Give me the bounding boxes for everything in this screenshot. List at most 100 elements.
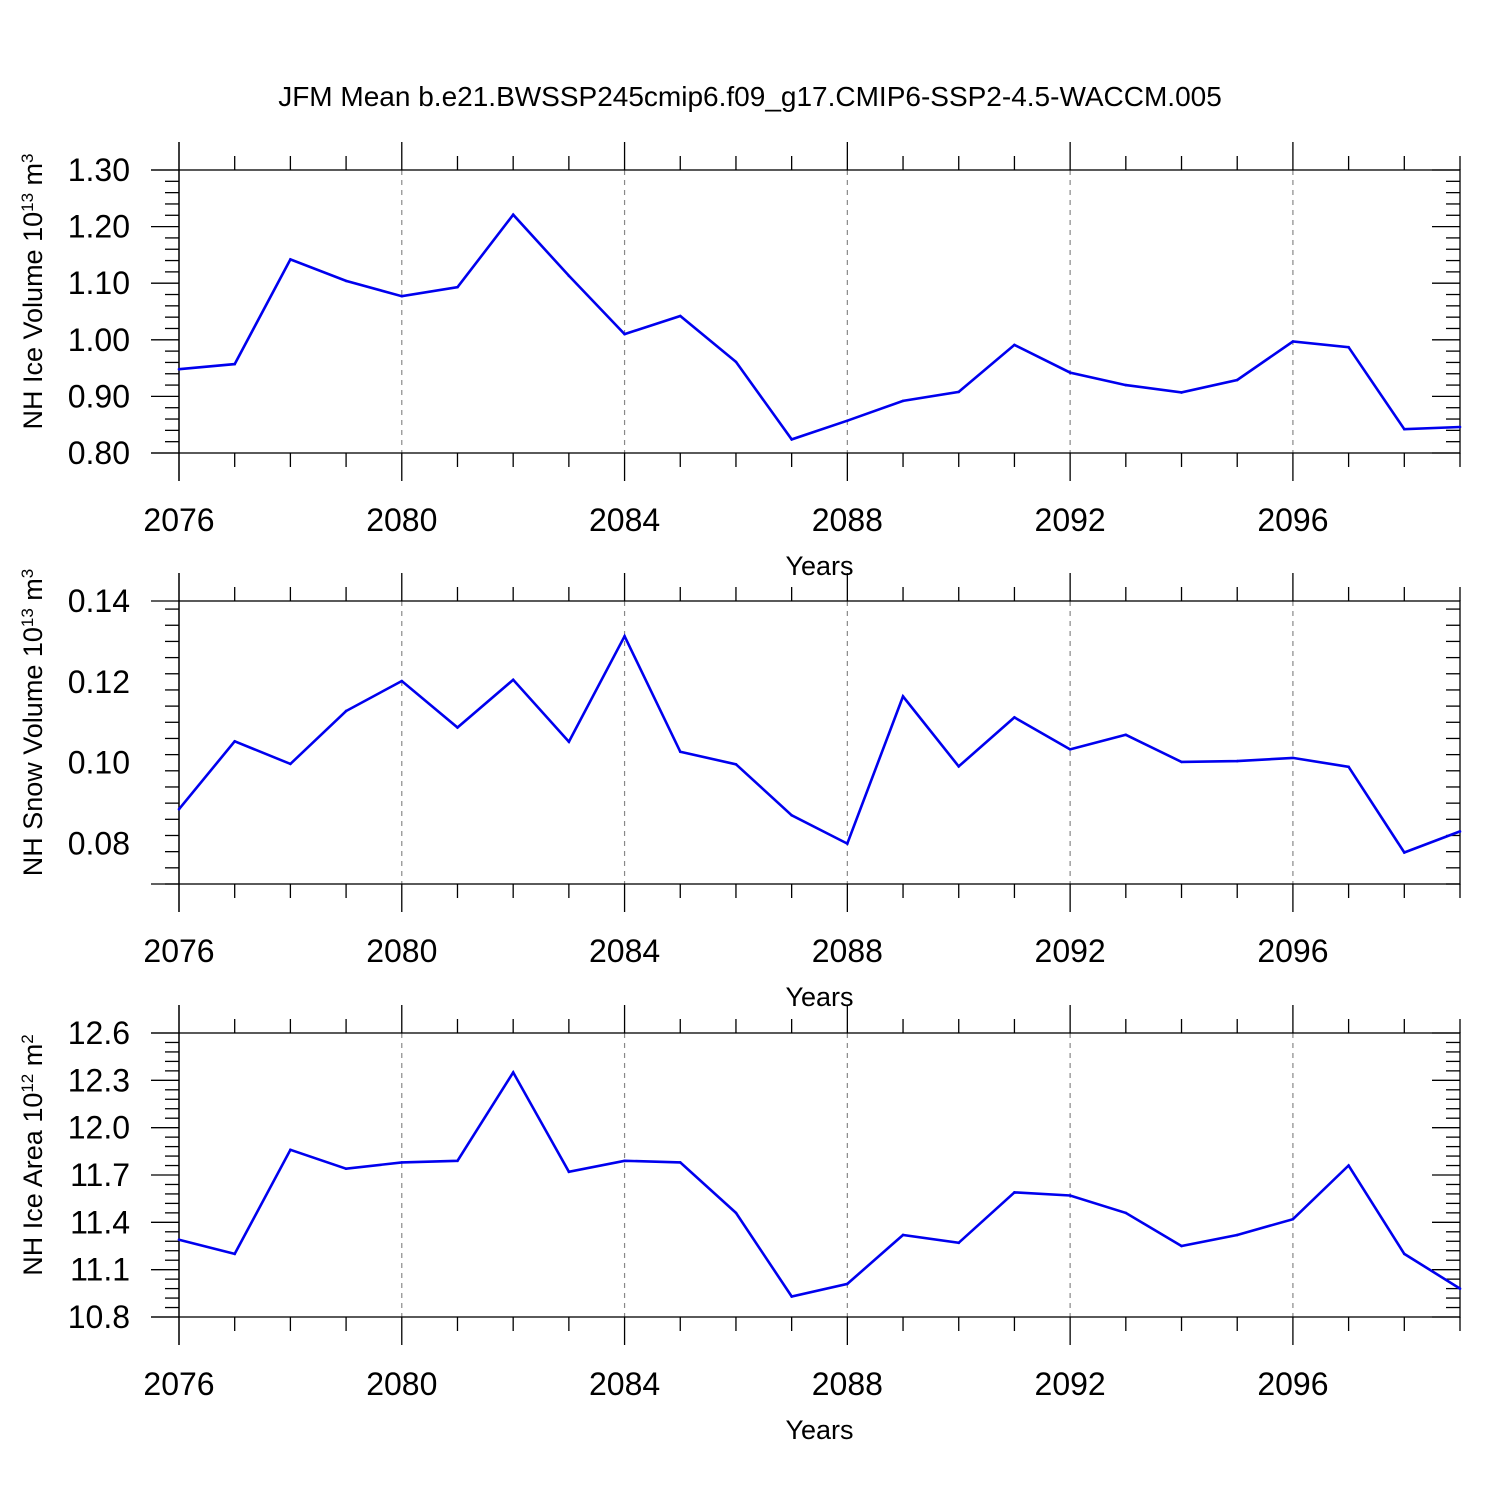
plot-frame: [178, 169, 1461, 454]
y-axis-label-text: NH Ice Area 10: [18, 1093, 48, 1276]
data-point: [734, 1211, 738, 1215]
data-point: [344, 1167, 348, 1170]
data-point: [734, 763, 738, 766]
y-tick-label: 1.30: [68, 152, 130, 188]
x-tick-label: 2084: [589, 1366, 660, 1402]
x-tick-label: 2088: [812, 502, 883, 538]
y-axis-label: NH Snow Volume 1013 m3: [18, 569, 48, 877]
y-axis-label-text: m: [18, 1044, 48, 1074]
data-point: [1068, 371, 1072, 374]
panels: 2076 2080 2084 2088 2092 2096 0.80 0.90 1.00 1.10…: [18, 142, 1462, 1445]
x-tick-label: 2084: [589, 933, 660, 969]
y-tick-label: 11.1: [70, 1252, 130, 1288]
panel-2: 2076 2080 2084 2088 2092 2096 0.08 0.10 0.12 0.14…: [18, 569, 1462, 1012]
y-axis-label-text: m: [18, 163, 48, 193]
y-axis-label-text: NH Snow Volume 10: [18, 627, 48, 876]
data-point: [1291, 1217, 1295, 1221]
plot-frame: [178, 1032, 1461, 1318]
x-tick-label: 2076: [143, 933, 214, 969]
data-point: [1347, 765, 1350, 769]
y-axis-label-superscript: 13: [18, 193, 37, 212]
data-point: [678, 750, 682, 754]
data-point: [1124, 383, 1128, 387]
data-point: [1235, 378, 1239, 382]
data-point: [1458, 425, 1462, 429]
y-tick-label: 0.08: [68, 826, 130, 862]
x-tick-label: 2084: [589, 502, 660, 538]
panel-3: 2076 2080 2084 2088 2092 2096 10.8 11.1 11.4 11.7…: [18, 1005, 1462, 1445]
data-point: [623, 332, 626, 336]
x-tick-label: 2088: [812, 933, 883, 969]
data-point: [1347, 1164, 1350, 1167]
data-point: [678, 1161, 682, 1164]
data-point: [957, 390, 961, 394]
data-point: [233, 1252, 236, 1256]
data-point: [511, 1071, 515, 1074]
data-point: [400, 1161, 404, 1164]
y-axis-label-superscript: 2: [18, 1034, 37, 1043]
y-tick-label: 12.3: [68, 1062, 130, 1098]
x-axis-label: Years: [785, 551, 853, 581]
x-tick-label: 2080: [366, 1366, 437, 1402]
data-point: [567, 274, 571, 278]
data-point: [846, 419, 849, 423]
data-point: [567, 1170, 571, 1174]
x-axis-label: Years: [785, 982, 853, 1012]
data-point: [1403, 1252, 1406, 1256]
data-point: [1180, 1244, 1183, 1248]
data-point: [400, 679, 404, 683]
data-point: [1403, 851, 1406, 854]
figure-title: JFM Mean b.e21.BWSSP245cmip6.f09_g17.CMI…: [278, 81, 1222, 112]
x-tick-label: 2080: [366, 502, 437, 538]
data-point: [511, 213, 515, 217]
x-tick-label: 2076: [143, 1366, 214, 1402]
data-point: [1013, 716, 1016, 719]
data-point: [1458, 1287, 1462, 1290]
data-point: [400, 294, 404, 298]
x-tick-label: 2088: [812, 1366, 883, 1402]
data-point: [1124, 1211, 1128, 1215]
x-axis-label: Years: [785, 1415, 853, 1445]
data-point: [233, 739, 236, 743]
data-point: [1291, 756, 1295, 760]
x-tick-label: 2092: [1035, 502, 1106, 538]
data-point: [734, 360, 738, 364]
data-point: [289, 1148, 292, 1152]
y-tick-label: 0.80: [68, 435, 130, 471]
x-tick-label: 2096: [1257, 502, 1328, 538]
data-point: [344, 279, 348, 283]
y-axis-label: NH Ice Area 1012 m2: [18, 1034, 48, 1275]
data-point: [456, 1159, 459, 1163]
y-axis-label-superscript: 13: [18, 608, 37, 627]
data-point: [901, 695, 905, 698]
data-point: [456, 285, 459, 289]
y-tick-label: 12.6: [68, 1015, 130, 1051]
y-tick-label: 12.0: [68, 1110, 130, 1146]
y-axis-label-text: NH Ice Volume 10: [18, 212, 48, 430]
data-point: [233, 362, 236, 366]
data-point: [567, 740, 571, 743]
y-tick-label: 0.14: [68, 583, 130, 619]
data-point: [1013, 343, 1016, 347]
y-axis-label-text: m: [18, 578, 48, 608]
data-point: [177, 1238, 181, 1241]
data-point: [289, 762, 292, 766]
data-point: [1180, 391, 1183, 394]
y-tick-label: 0.10: [68, 745, 130, 781]
x-tick-label: 2096: [1257, 1366, 1328, 1402]
data-point: [957, 1241, 961, 1245]
data-point: [846, 842, 849, 845]
y-tick-label: 0.12: [68, 664, 130, 700]
y-axis-label-superscript: 12: [18, 1074, 37, 1093]
data-point: [1403, 427, 1406, 431]
data-point: [846, 1282, 849, 1286]
y-axis-label-superscript: 3: [18, 154, 37, 163]
panel-1: 2076 2080 2084 2088 2092 2096 0.80 0.90 1.00 1.10…: [18, 142, 1462, 581]
data-point: [623, 1159, 626, 1163]
x-tick-label: 2092: [1035, 933, 1106, 969]
plot-frame: [178, 600, 1461, 885]
data-point: [1347, 345, 1350, 349]
y-tick-label: 10.8: [68, 1299, 130, 1335]
data-point: [1068, 748, 1072, 751]
data-point: [511, 678, 515, 682]
